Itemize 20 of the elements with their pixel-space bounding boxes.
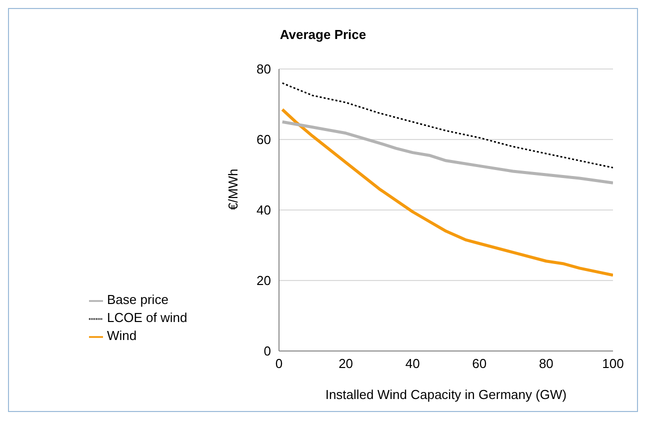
- x-tick-label: 100: [602, 356, 624, 372]
- line-series: [280, 108, 613, 277]
- y-tick-label: 60: [256, 132, 271, 148]
- x-tick-label: 0: [275, 356, 283, 372]
- x-tick-label: 80: [538, 356, 554, 372]
- x-tick-label: 40: [405, 356, 420, 372]
- y-axis-title: €/MWh: [226, 168, 241, 210]
- chart-title: Average Price: [278, 27, 368, 42]
- line-series: [282, 82, 613, 168]
- line-series: [280, 120, 613, 184]
- y-tick-label: 40: [256, 202, 271, 218]
- legend-label: Wind: [107, 328, 137, 343]
- x-tick-label: 60: [472, 356, 487, 372]
- legend-label: Base price: [107, 292, 168, 307]
- x-axis-title: Installed Wind Capacity in Germany (GW): [325, 387, 567, 402]
- y-tick-label: 80: [256, 62, 271, 77]
- y-tick-label: 0: [264, 344, 271, 359]
- x-tick-label: 20: [338, 356, 354, 372]
- y-tick-label: 20: [256, 273, 271, 288]
- legend-label: LCOE of wind: [107, 310, 188, 325]
